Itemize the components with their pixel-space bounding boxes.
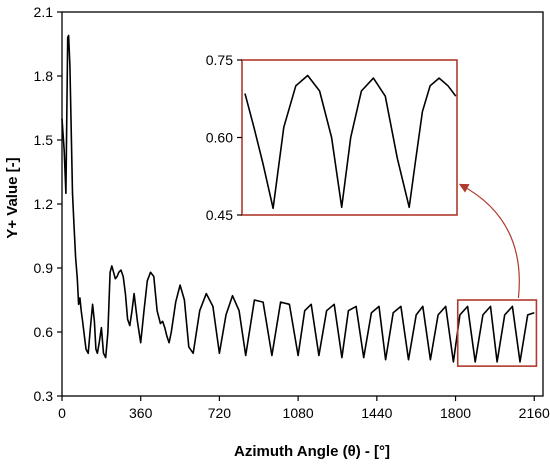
inset-frame [241,59,458,216]
y-tick-label: 1.2 [34,196,54,212]
x-tick-label: 0 [58,405,66,421]
y-tick-label: 0.6 [34,324,54,340]
x-tick-label: 1800 [440,405,471,421]
inset-y-tick-label: 0.60 [206,130,233,146]
x-tick-label: 1080 [283,405,314,421]
y-tick-label: 2.1 [34,4,54,20]
inset-y-tick-label: 0.45 [206,207,233,223]
y-tick-label: 0.9 [34,260,54,276]
inset-y-tick-label: 0.75 [206,52,233,68]
callout-arrow [458,183,520,299]
main-series-line [61,34,535,363]
y-tick-label: 1.8 [34,68,54,84]
callout-arrow-path [458,183,520,299]
x-tick-label: 720 [208,405,232,421]
x-axis-title: Azimuth Angle (θ) - [°] [234,443,390,460]
x-tick-label: 360 [129,405,153,421]
x-tick-label: 2160 [519,405,550,421]
inset-series-line [244,74,457,210]
highlight-box [456,299,538,367]
y-tick-label: 0.3 [34,388,54,404]
main-plot: 0 360 720 1080 1440 1800 2160 0.3 0.6 0.9 1.2 1.5 1.… [34,4,550,421]
y-tick-label: 1.5 [34,132,54,148]
y-axis-title: Y+ Value [-] [4,157,21,238]
inset-plot: 0.45 0.60 0.75 [206,52,458,223]
x-tick-label: 1440 [361,405,392,421]
